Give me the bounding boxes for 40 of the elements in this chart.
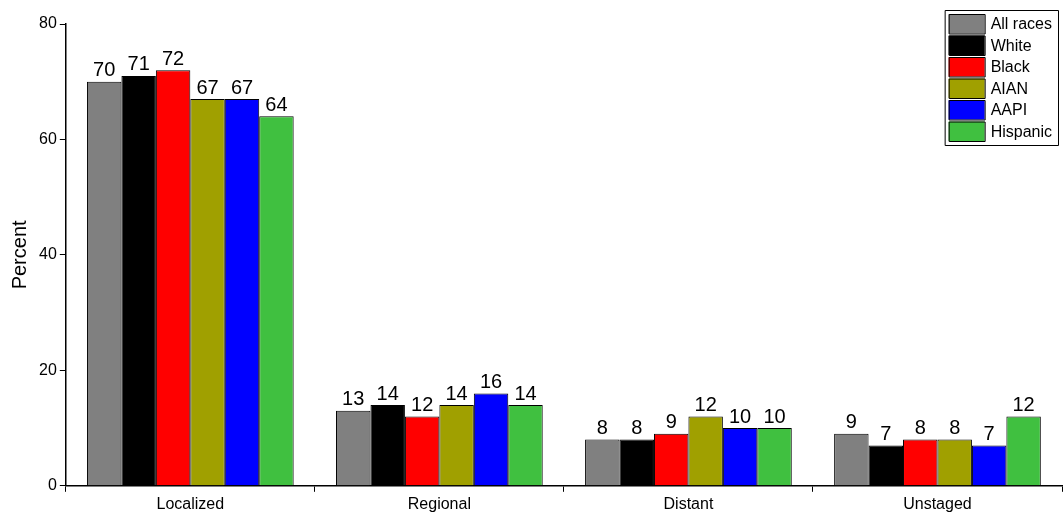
legend-label: Hispanic	[990, 122, 1052, 140]
data-label: 7	[880, 421, 892, 444]
y-axis-title: Percent	[7, 220, 30, 290]
y-tick-label: 20	[39, 360, 57, 378]
data-label: 9	[845, 410, 857, 433]
legend-label: All races	[990, 15, 1052, 33]
x-tick-label: Unstaged	[903, 494, 972, 512]
data-label: 64	[265, 92, 288, 115]
legend-label: Black	[990, 58, 1031, 76]
data-label: 14	[376, 381, 399, 404]
data-label: 8	[914, 416, 926, 439]
x-tick-label: Localized	[156, 494, 225, 512]
data-label: 70	[93, 58, 116, 81]
x-tick-label: Regional	[407, 494, 471, 512]
data-label: 13	[342, 387, 365, 410]
data-label: 14	[445, 381, 468, 404]
data-label: 14	[514, 381, 537, 404]
data-label: 8	[949, 416, 961, 439]
data-label: 7	[983, 421, 995, 444]
y-tick-label: 60	[39, 129, 57, 147]
data-label: 9	[665, 410, 677, 433]
data-label: 12	[1012, 393, 1035, 416]
y-tick-label: 0	[47, 476, 57, 494]
data-label: 12	[411, 393, 434, 416]
data-label: 8	[596, 416, 608, 439]
data-label: 10	[728, 404, 752, 427]
data-label: 72	[161, 46, 185, 69]
y-tick-label: 80	[39, 14, 57, 32]
data-label: 71	[127, 52, 150, 75]
data-label: 67	[196, 75, 219, 98]
y-tick-label: 40	[39, 245, 57, 263]
legend-label: AAPI	[990, 101, 1028, 119]
data-label: 67	[230, 75, 254, 98]
data-label: 8	[631, 416, 643, 439]
data-label: 12	[694, 393, 717, 416]
legend-label: AIAN	[990, 79, 1028, 97]
data-label: 16	[479, 369, 503, 392]
x-tick-label: Distant	[663, 494, 714, 512]
legend-label: White	[990, 36, 1032, 54]
data-label: 10	[763, 404, 786, 427]
